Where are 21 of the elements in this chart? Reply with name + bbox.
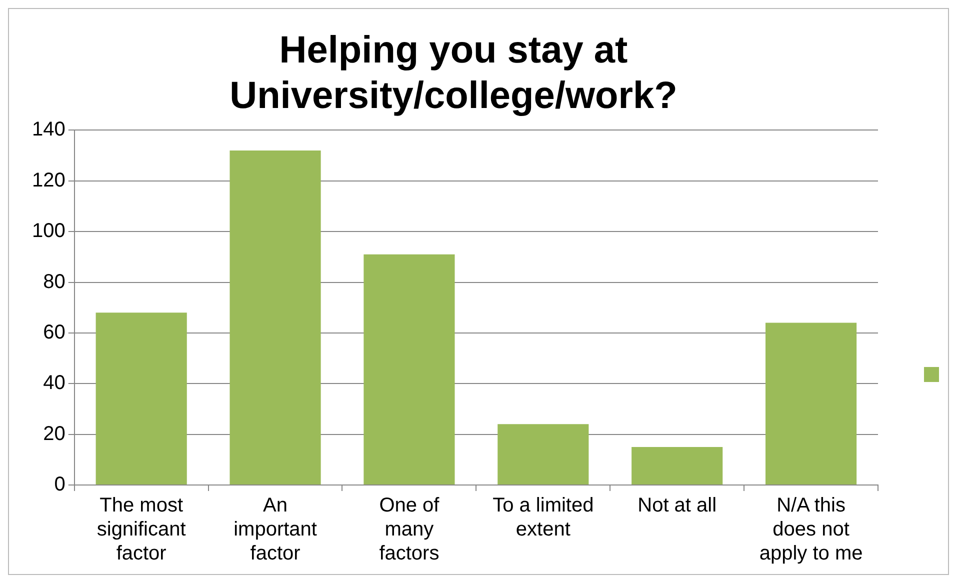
y-tick-label: 60 bbox=[43, 321, 66, 344]
y-tick-label: 120 bbox=[32, 169, 66, 192]
y-tick-label: 140 bbox=[32, 118, 66, 141]
x-tick-label: The most significant factor bbox=[96, 494, 186, 565]
y-tick-label: 80 bbox=[43, 270, 66, 293]
bar bbox=[96, 312, 187, 484]
bar bbox=[230, 150, 321, 484]
x-tick-label: One of many factors bbox=[379, 494, 440, 565]
bar bbox=[364, 254, 455, 484]
y-tick-label: 40 bbox=[43, 372, 66, 394]
x-tick-label: To a limited extent bbox=[492, 494, 594, 541]
x-tick-label: An important factor bbox=[234, 494, 318, 565]
y-tick-label: 0 bbox=[54, 474, 66, 496]
x-tick-label: N/A this does not apply to me bbox=[759, 494, 863, 565]
bar bbox=[765, 322, 857, 484]
y-tick-label: 100 bbox=[32, 220, 66, 242]
y-tick-label: 20 bbox=[43, 422, 66, 445]
bar bbox=[498, 424, 589, 484]
chart-title: Helping you stay at University/college/work? bbox=[230, 29, 678, 117]
x-tick-label: Not at all bbox=[638, 494, 717, 517]
bar bbox=[632, 446, 723, 484]
